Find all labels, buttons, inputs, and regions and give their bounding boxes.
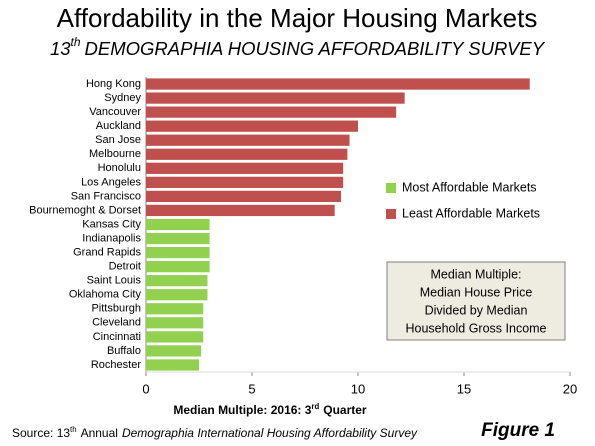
chart-subtitle: 13th DEMOGRAPHIA HOUSING AFFORDABILITY SU… xyxy=(50,35,546,59)
note-line: Divided by Median xyxy=(425,303,528,317)
bar xyxy=(146,120,358,132)
y-tick-label: Vancouver xyxy=(89,106,141,118)
y-tick-label: Pittsburgh xyxy=(91,303,141,315)
y-tick-label: Indianapolis xyxy=(82,232,141,244)
bar xyxy=(146,261,210,273)
bar xyxy=(146,232,210,245)
bar xyxy=(146,317,204,329)
y-tick-label: Rochester xyxy=(91,359,141,371)
bar xyxy=(146,190,342,203)
bar xyxy=(146,359,199,371)
bar xyxy=(146,331,204,343)
y-tick-label: Detroit xyxy=(109,261,141,273)
y-tick-label: Buffalo xyxy=(107,345,141,357)
y-tick-label: Grand Rapids xyxy=(73,247,141,259)
bar xyxy=(146,106,397,118)
text-part: DEMOGRAPHIA HOUSING AFFORDABILITY SURVEY xyxy=(85,38,546,59)
superscript: th xyxy=(71,35,81,49)
y-tick-label: Kansas City xyxy=(82,218,141,230)
figure-label: Figure 1 xyxy=(481,420,555,441)
bar xyxy=(146,246,210,259)
legend-swatch xyxy=(386,183,396,193)
chart-title: Affordability in the Major Housing Marke… xyxy=(57,3,538,33)
bar xyxy=(146,345,202,357)
bar xyxy=(146,204,335,217)
x-tick-label: 15 xyxy=(457,381,471,396)
legend-swatch xyxy=(386,209,396,219)
x-tick-label: 10 xyxy=(351,381,365,396)
note-box xyxy=(386,261,566,341)
note-line: Median Multiple: xyxy=(430,267,521,281)
text-part: Median Multiple: 2016: 3 xyxy=(173,403,311,417)
bar xyxy=(146,92,405,104)
bar xyxy=(146,275,208,287)
bar xyxy=(146,176,344,188)
superscript: th xyxy=(70,425,77,434)
y-tick-label: Bournemoght & Dorset xyxy=(29,204,141,216)
x-axis-label: Median Multiple: 2016: 3rd Quarter xyxy=(173,402,367,418)
y-tick-label: San Jose xyxy=(95,134,141,146)
x-tick-label: 20 xyxy=(563,381,577,396)
text-part: Annual xyxy=(81,426,118,440)
legend-label: Least Affordable Markets xyxy=(402,206,540,220)
y-tick-label: San Francisco xyxy=(71,190,141,202)
bar xyxy=(146,218,210,231)
text-part: Source: 13 xyxy=(12,426,70,440)
superscript: rd xyxy=(311,402,319,411)
bar xyxy=(146,78,530,90)
text-part: Demographia International Housing Afford… xyxy=(122,426,418,440)
text-part: 13 xyxy=(50,38,71,59)
bar xyxy=(146,134,350,146)
y-tick-label: Sydney xyxy=(104,92,141,104)
legend-box xyxy=(380,175,566,227)
y-tick-label: Oklahoma City xyxy=(69,289,142,301)
text-part: Quarter xyxy=(323,403,367,417)
y-tick-label: Cleveland xyxy=(92,317,141,329)
y-tick-label: Hong Kong xyxy=(86,78,141,90)
note-line: Household Gross Income xyxy=(405,321,546,335)
bar xyxy=(146,162,344,174)
y-tick-label: Cincinnati xyxy=(93,331,141,343)
y-tick-label: Saint Louis xyxy=(87,275,142,287)
y-tick-label: Auckland xyxy=(96,120,141,132)
source: Source: 13th Annual Demographia Internatio… xyxy=(12,425,418,441)
bar xyxy=(146,148,348,160)
y-tick-label: Melbourne xyxy=(89,148,141,160)
y-tick-label: Los Angeles xyxy=(81,176,141,188)
note-line: Median House Price xyxy=(420,285,533,299)
bar xyxy=(146,303,204,315)
x-tick-label: 5 xyxy=(248,381,255,396)
legend-label: Most Affordable Markets xyxy=(402,180,537,194)
x-tick-label: 0 xyxy=(142,381,149,396)
bar xyxy=(146,289,208,301)
y-tick-label: Honolulu xyxy=(98,162,141,174)
